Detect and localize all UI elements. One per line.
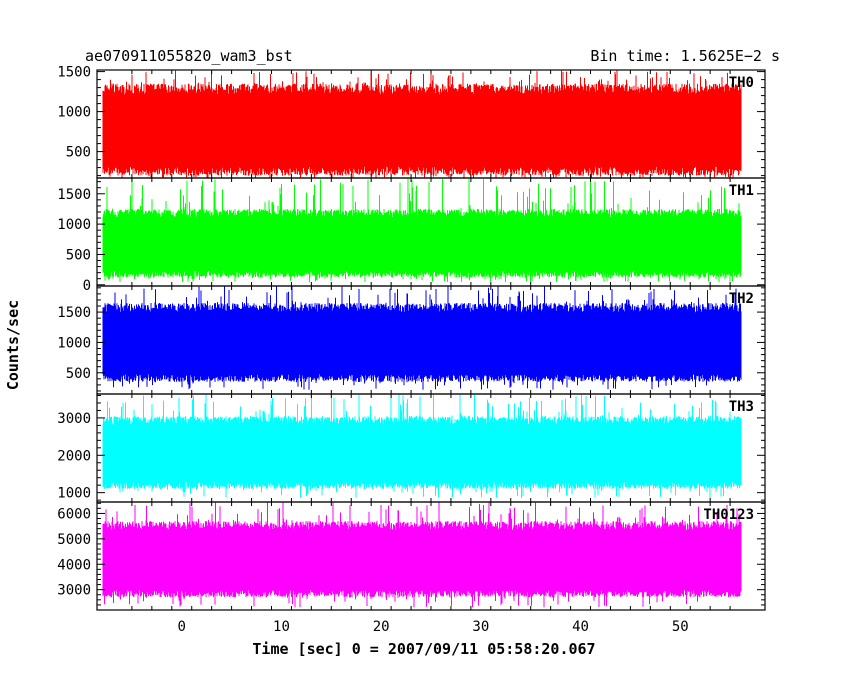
panel-th3: 1000 2000 3000 TH3 [57, 393, 766, 503]
x-tick-label: 30 [472, 619, 489, 635]
y-tick-label: 2000 [57, 448, 91, 464]
y-tick-label: 6000 [57, 506, 91, 522]
y-tick-label: 1000 [57, 335, 91, 351]
y-tick-label: 1500 [57, 305, 91, 321]
series-th2 [102, 286, 742, 390]
y-tick-label: 5000 [57, 532, 91, 548]
y-tick-label: 3000 [57, 583, 91, 599]
panel-label-th3: TH3 [729, 399, 754, 415]
series-th1 [102, 178, 742, 283]
series-th0 [102, 70, 742, 178]
x-tick-label: 40 [572, 619, 589, 635]
panel-label-th2: TH2 [729, 291, 754, 307]
x-tick-label: 10 [273, 619, 290, 635]
chart-title: ae070911055820_wam3_bst [85, 47, 293, 65]
y-tick-label: 3000 [57, 411, 91, 427]
x-axis: 0 10 20 30 40 50 [178, 619, 689, 635]
panels: 500 1000 1500 TH0 0 500 1000 1500 TH1 500 1000 1500… [57, 65, 766, 611]
x-tick-label: 0 [178, 619, 186, 635]
panel-th2: 500 1000 1500 TH2 [57, 285, 766, 395]
y-tick-label: 500 [66, 145, 91, 161]
x-tick-label: 50 [672, 619, 689, 635]
panel-th1: 0 500 1000 1500 TH1 [57, 177, 766, 294]
y-tick-label: 1500 [57, 65, 91, 81]
x-axis-label: Time [sec] 0 = 2007/09/11 05:58:20.067 [252, 640, 595, 658]
panel-label-th0: TH0 [729, 75, 754, 91]
y-tick-label: 1500 [57, 187, 91, 203]
y-tick-label: 500 [66, 366, 91, 382]
y-axis-label: Counts/sec [4, 300, 22, 390]
series-th3 [102, 394, 742, 499]
series-th0123 [102, 502, 742, 608]
bin-time-label: Bin time: 1.5625E−2 s [590, 47, 780, 65]
panel-label-th0123: TH0123 [703, 507, 754, 523]
x-tick-label: 20 [373, 619, 390, 635]
y-tick-label: 1000 [57, 486, 91, 502]
panel-th0: 500 1000 1500 TH0 [57, 65, 766, 179]
y-tick-label: 500 [66, 247, 91, 263]
y-tick-label: 4000 [57, 557, 91, 573]
y-tick-label: 0 [83, 278, 91, 294]
y-tick-label: 1000 [57, 105, 91, 121]
panel-label-th1: TH1 [729, 183, 754, 199]
panel-th0123: 3000 4000 5000 6000 TH0123 [57, 501, 766, 611]
y-tick-label: 1000 [57, 217, 91, 233]
